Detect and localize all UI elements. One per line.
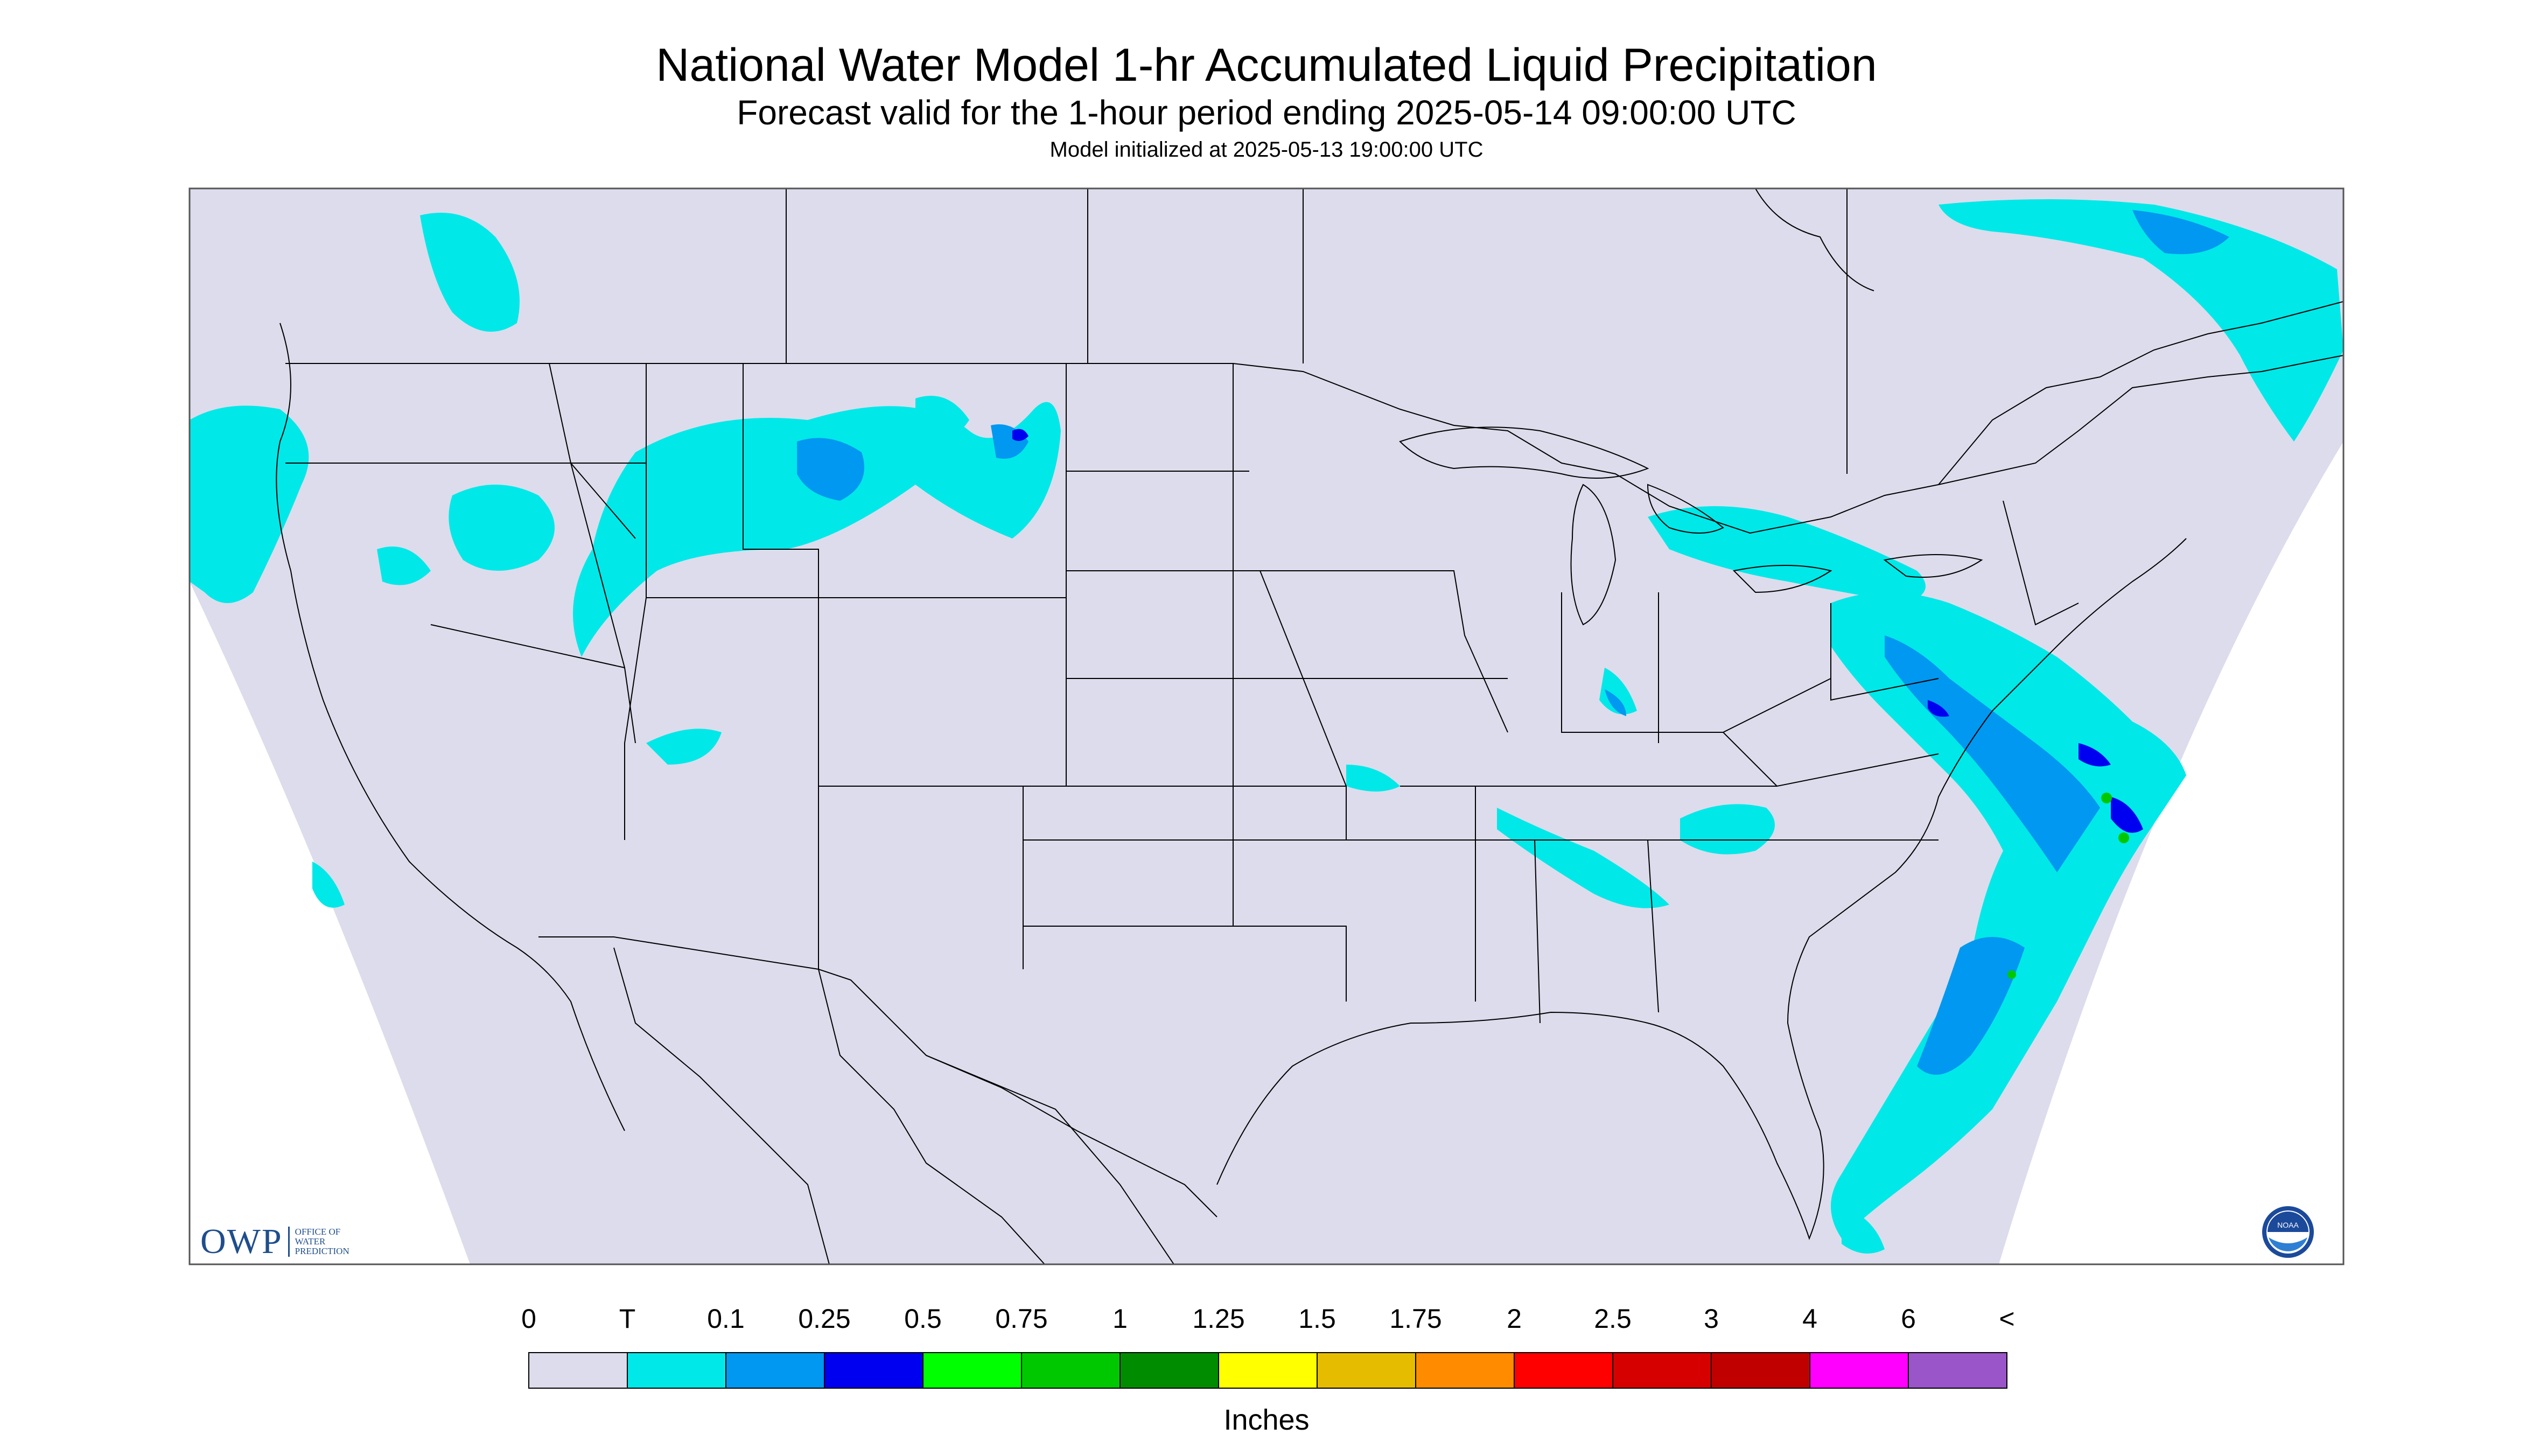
legend-swatch — [1612, 1352, 1712, 1389]
legend-tick-label: 1 — [1112, 1304, 1128, 1334]
legend-swatch — [627, 1352, 726, 1389]
legend-swatch — [1514, 1352, 1613, 1389]
legend-tick-label: 1.5 — [1298, 1304, 1336, 1334]
owp-logo-mark: OWP — [200, 1222, 283, 1261]
legend-color-bar — [528, 1352, 2007, 1389]
legend-tick-label: 0.5 — [904, 1304, 942, 1334]
legend-swatch — [824, 1352, 923, 1389]
legend-tick-label: 0.1 — [707, 1304, 745, 1334]
legend-swatch — [1415, 1352, 1515, 1389]
legend-swatch — [1218, 1352, 1318, 1389]
political-boundaries — [276, 188, 2343, 1264]
legend-tick-label: T — [619, 1304, 636, 1334]
legend-tick-label: 2.5 — [1594, 1304, 1632, 1334]
owp-logo-text-line: PREDICTION — [295, 1246, 349, 1256]
legend-swatch — [1711, 1352, 1810, 1389]
legend-swatch — [922, 1352, 1022, 1389]
legend-swatch — [1119, 1352, 1219, 1389]
legend-tick-label: 0.75 — [995, 1304, 1048, 1334]
legend-swatch — [1908, 1352, 2007, 1389]
map-subtitle: Forecast valid for the 1-hour period end… — [737, 93, 1796, 132]
legend-tick-label: < — [1999, 1304, 2015, 1334]
precip-light-areas — [797, 210, 2229, 1075]
legend-swatch — [1317, 1352, 1416, 1389]
owp-logo-text-line: OFFICE OF — [295, 1227, 341, 1237]
legend-tick-label: 1.25 — [1192, 1304, 1245, 1334]
noaa-logo: NOAA — [2262, 1206, 2314, 1258]
legend-tick-label: 2 — [1507, 1304, 1522, 1334]
owp-logo-text-line: WATER — [295, 1236, 326, 1247]
legend-swatch — [1021, 1352, 1121, 1389]
legend-tick-label: 6 — [1901, 1304, 1916, 1334]
map-title: National Water Model 1-hr Accumulated Li… — [656, 39, 1877, 91]
model-init-time: Model initialized at 2025-05-13 19:00:00… — [1049, 138, 1484, 162]
legend-swatch — [1809, 1352, 1909, 1389]
legend-tick-label: 0 — [521, 1304, 536, 1334]
legend-tick-label: 4 — [1802, 1304, 1817, 1334]
legend-tick-label: 1.75 — [1389, 1304, 1442, 1334]
legend-tick-label: 0.25 — [798, 1304, 851, 1334]
precip-heavy-areas — [2007, 793, 2129, 979]
legend-tick-label: 3 — [1704, 1304, 1719, 1334]
legend-swatch — [528, 1352, 628, 1389]
legend-units: Inches — [1223, 1404, 1310, 1436]
owp-logo: OWP OFFICE OF WATER PREDICTION — [200, 1221, 360, 1262]
precip-moderate-areas — [1012, 429, 2143, 833]
noaa-text: NOAA — [2277, 1221, 2299, 1229]
legend-swatch — [725, 1352, 825, 1389]
